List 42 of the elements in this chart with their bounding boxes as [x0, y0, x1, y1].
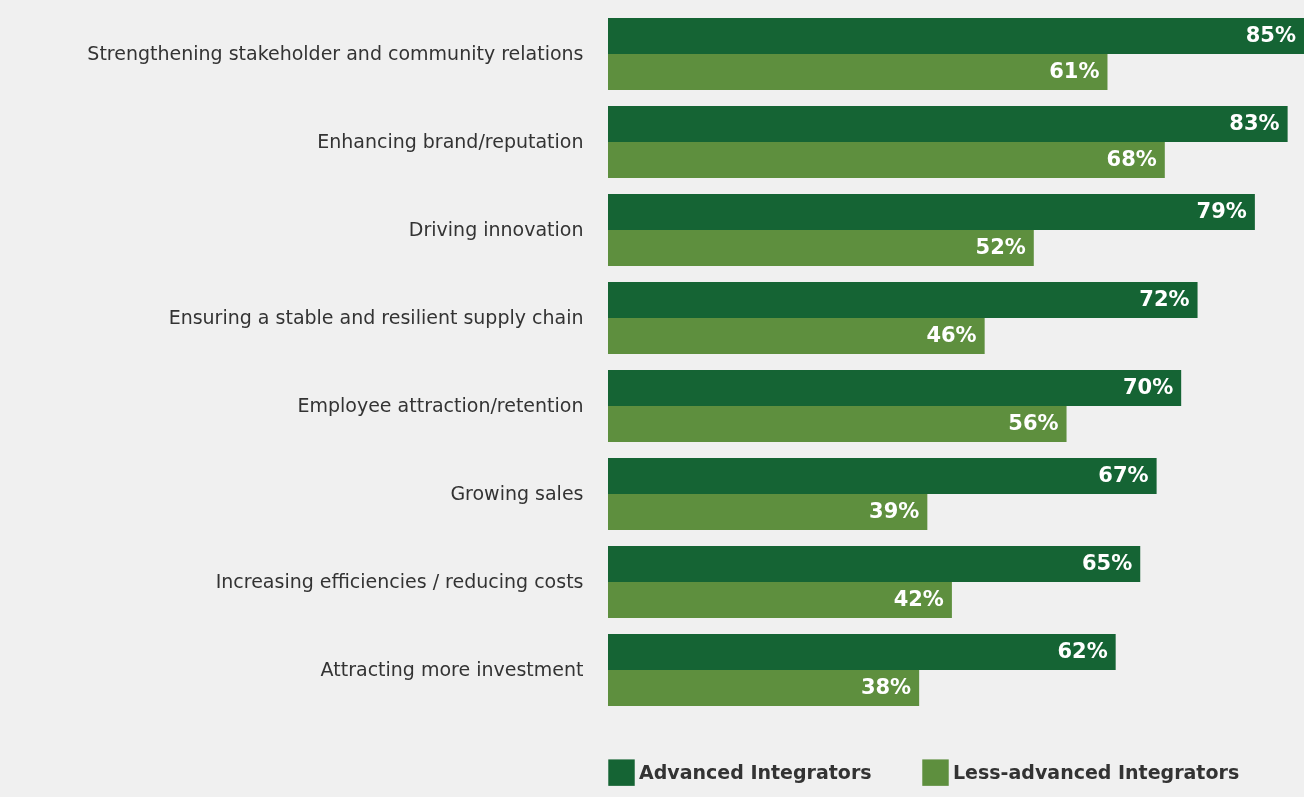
y-tick-label: Attracting more investment	[320, 658, 584, 680]
bar	[608, 406, 1067, 443]
y-tick-label: Ensuring a stable and resilient supply chain	[168, 306, 584, 328]
bar	[608, 494, 928, 531]
bar	[608, 142, 1165, 179]
data-label: 67%	[1098, 462, 1149, 487]
data-label: 56%	[1008, 411, 1059, 436]
data-label: 68%	[1106, 147, 1157, 172]
data-label: 62%	[1057, 638, 1108, 663]
data-label: 83%	[1229, 110, 1280, 135]
bar	[608, 105, 1288, 142]
bar	[608, 670, 920, 707]
data-label: 70%	[1122, 374, 1174, 399]
y-tick-label: Driving innovation	[408, 218, 584, 240]
bar	[608, 54, 1108, 91]
y-tick-label: Employee attraction/retention	[297, 394, 584, 416]
data-label: 72%	[1139, 286, 1190, 311]
y-tick-label: Growing sales	[450, 482, 584, 504]
bar	[608, 582, 952, 619]
bar	[608, 369, 1182, 406]
bar	[608, 193, 1255, 230]
data-label: 46%	[926, 323, 977, 348]
bar	[608, 230, 1034, 267]
data-label: 85%	[1245, 22, 1296, 47]
data-label: 42%	[893, 587, 944, 612]
bar	[608, 633, 1116, 670]
y-tick-label: Enhancing brand/reputation	[317, 130, 584, 152]
data-label: 79%	[1196, 198, 1247, 223]
y-tick-label: Increasing efficiencies / reducing costs	[215, 570, 584, 592]
bar	[608, 457, 1157, 494]
bar	[608, 318, 985, 355]
bar	[608, 545, 1141, 582]
y-tick-label: Strengthening stakeholder and community relations	[87, 42, 584, 64]
legend-label: Advanced Integrators	[639, 760, 872, 783]
bar	[608, 17, 1304, 54]
data-label: 52%	[975, 235, 1026, 260]
bar	[608, 281, 1198, 318]
data-label: 65%	[1081, 550, 1133, 575]
data-label: 39%	[869, 499, 920, 524]
data-label: 61%	[1049, 59, 1100, 84]
legend-label: Less-advanced Integrators	[953, 760, 1240, 783]
data-label: 38%	[860, 675, 912, 700]
